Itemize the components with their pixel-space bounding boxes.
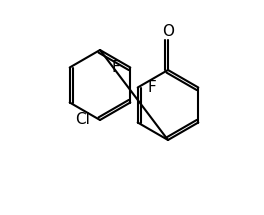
Text: F: F [112, 60, 120, 75]
Text: F: F [148, 80, 157, 95]
Text: Cl: Cl [75, 112, 90, 127]
Text: O: O [162, 25, 174, 40]
